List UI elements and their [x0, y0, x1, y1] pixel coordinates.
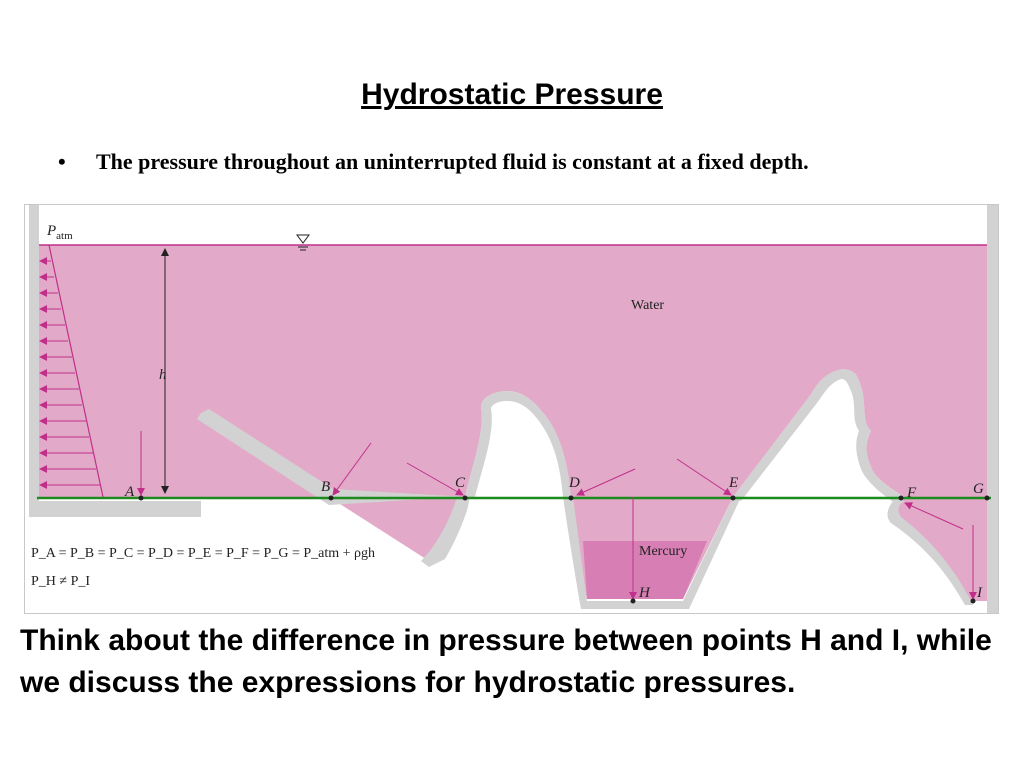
container-wall-right [987, 205, 998, 613]
point-label-d: D [568, 475, 580, 491]
equation-unequal-pressures: P_H ≠ P_I [31, 574, 90, 589]
pressure-profile-line [48, 244, 104, 498]
wall-de-bottom [563, 497, 741, 609]
bullet-text: The pressure throughout an uninterrupted… [96, 149, 809, 174]
h-label: h [159, 367, 167, 383]
water-pocket-bc [201, 415, 465, 561]
wall-spike-ef [733, 369, 905, 503]
point-label-c: C [455, 475, 466, 491]
equation-equal-pressures: P_A = P_B = P_C = P_D = P_E = P_F = P_G … [31, 546, 375, 561]
wall-bc [197, 409, 470, 567]
point-label-b: B [321, 479, 330, 495]
point-label-g: G [973, 481, 984, 497]
point-label-a: A [124, 484, 135, 500]
point-label-f: F [906, 485, 917, 501]
free-surface-icon [296, 234, 310, 251]
wall-f-pocket [887, 499, 973, 605]
point-label-h: H [638, 585, 651, 601]
point-label-e: E [728, 475, 738, 491]
wall-spike-cd [465, 391, 571, 497]
water-label: Water [631, 298, 664, 313]
mercury-label: Mercury [639, 544, 687, 559]
discussion-text: Think about the difference in pressure b… [20, 624, 992, 699]
mercury-body [583, 541, 707, 599]
point-arrows [137, 431, 977, 600]
water-body [39, 245, 987, 497]
bullet-icon: • [58, 149, 66, 174]
slide-title: Hydrostatic Pressure [361, 78, 663, 111]
hydrostatic-figure: Patm h Water Mercury A B C D E F G H I P… [24, 204, 999, 614]
patm-label: Patm [46, 223, 73, 242]
point-label-i: I [976, 585, 983, 601]
water-pocket-fgi [893, 497, 987, 601]
pressure-arrows [39, 257, 100, 489]
point-dots [138, 495, 990, 604]
